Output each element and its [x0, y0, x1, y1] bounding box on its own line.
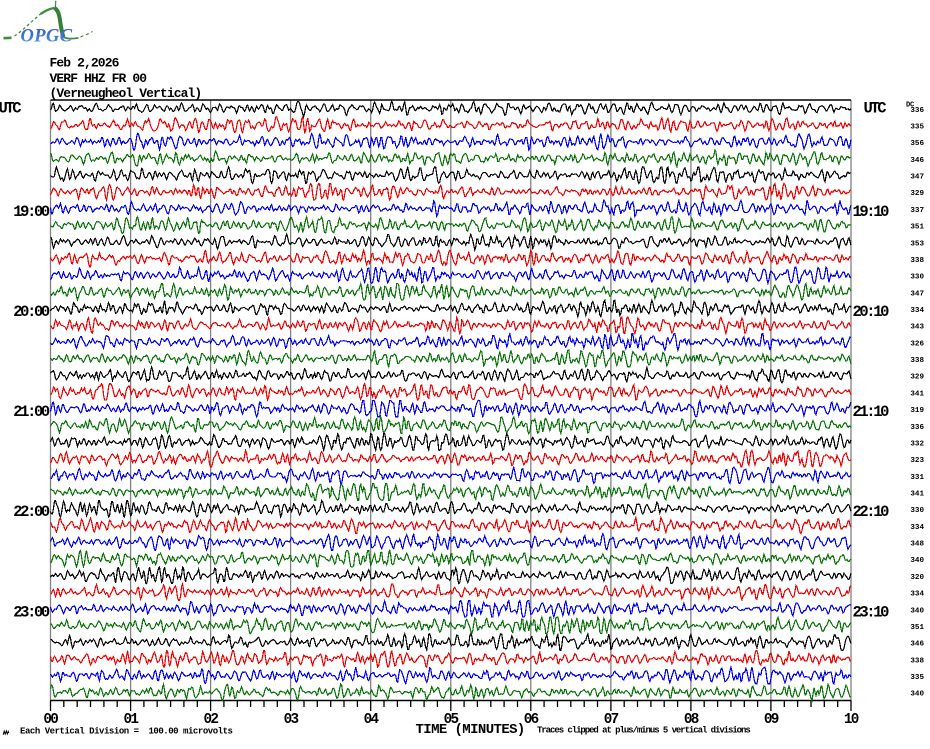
svg-text:347: 347	[910, 290, 924, 298]
svg-text:343: 343	[910, 324, 924, 332]
svg-text:341: 341	[910, 490, 924, 498]
svg-text:338: 338	[910, 657, 924, 665]
svg-text:Feb 2,2026: Feb 2,2026	[50, 55, 120, 70]
svg-text:22:10: 22:10	[853, 503, 890, 521]
svg-text:330: 330	[910, 274, 924, 282]
svg-text:320: 320	[910, 574, 924, 582]
svg-text:09: 09	[764, 712, 779, 728]
svg-text:347: 347	[910, 174, 924, 182]
svg-text:356: 356	[910, 140, 924, 148]
svg-text:330: 330	[910, 507, 924, 515]
svg-text:DC: DC	[906, 102, 914, 110]
svg-text:19:10: 19:10	[853, 203, 890, 221]
svg-text:340: 340	[910, 691, 924, 699]
svg-text:346: 346	[910, 157, 924, 165]
svg-text:VERF HHZ FR 00: VERF HHZ FR 00	[50, 71, 148, 86]
svg-text:329: 329	[910, 190, 924, 198]
svg-text:20:00: 20:00	[13, 303, 50, 321]
svg-text:351: 351	[910, 224, 924, 232]
svg-text:OPGC: OPGC	[21, 27, 73, 47]
svg-text:326: 326	[910, 340, 924, 348]
svg-text:TIME (MINUTES): TIME (MINUTES)	[416, 722, 525, 738]
svg-text:348: 348	[910, 541, 924, 549]
svg-text:05: 05	[444, 712, 459, 728]
svg-text:21:00: 21:00	[13, 403, 50, 421]
svg-text:(Verneugheol Vertical): (Verneugheol Vertical)	[50, 86, 202, 101]
svg-text:20:10: 20:10	[853, 303, 890, 321]
svg-text:07: 07	[604, 712, 619, 728]
svg-text:340: 340	[910, 557, 924, 565]
svg-text:Traces clipped at plus/minus 5: Traces clipped at plus/minus 5 vertical …	[537, 726, 750, 736]
svg-text:323: 323	[910, 457, 924, 465]
svg-text:338: 338	[910, 257, 924, 265]
svg-text:319: 319	[910, 407, 924, 415]
svg-text:334: 334	[910, 524, 924, 532]
svg-text:336: 336	[910, 107, 924, 115]
svg-text:00: 00	[43, 712, 58, 728]
svg-text:Each Vertical Division = 100.: Each Vertical Division = 100.00 microvol…	[20, 727, 233, 737]
svg-text:21:10: 21:10	[853, 403, 890, 421]
svg-text:23:10: 23:10	[853, 603, 890, 621]
svg-text:353: 353	[910, 240, 924, 248]
svg-text:UTC: UTC	[0, 99, 21, 117]
svg-text:19:00: 19:00	[13, 203, 50, 221]
svg-text:22:00: 22:00	[13, 503, 50, 521]
svg-text:332: 332	[910, 440, 924, 448]
svg-text:UTC: UTC	[864, 99, 887, 117]
svg-text:338: 338	[910, 357, 924, 365]
svg-text:336: 336	[910, 424, 924, 432]
svg-text:08: 08	[684, 712, 699, 728]
svg-text:06: 06	[524, 712, 539, 728]
svg-text:03: 03	[284, 712, 299, 728]
svg-text:334: 334	[910, 591, 924, 599]
svg-text:331: 331	[910, 474, 924, 482]
svg-text:335: 335	[910, 124, 924, 132]
svg-text:334: 334	[910, 307, 924, 315]
svg-text:04: 04	[364, 712, 380, 728]
svg-text:337: 337	[910, 207, 924, 215]
svg-text:340: 340	[910, 607, 924, 615]
svg-text:341: 341	[910, 390, 924, 398]
svg-text:329: 329	[910, 374, 924, 382]
svg-text:02: 02	[204, 712, 219, 728]
svg-text:351: 351	[910, 624, 924, 632]
svg-text:335: 335	[910, 674, 924, 682]
svg-text:01: 01	[123, 712, 138, 728]
svg-text:23:00: 23:00	[13, 603, 50, 621]
svg-text:10: 10	[844, 712, 859, 728]
svg-text:346: 346	[910, 641, 924, 649]
